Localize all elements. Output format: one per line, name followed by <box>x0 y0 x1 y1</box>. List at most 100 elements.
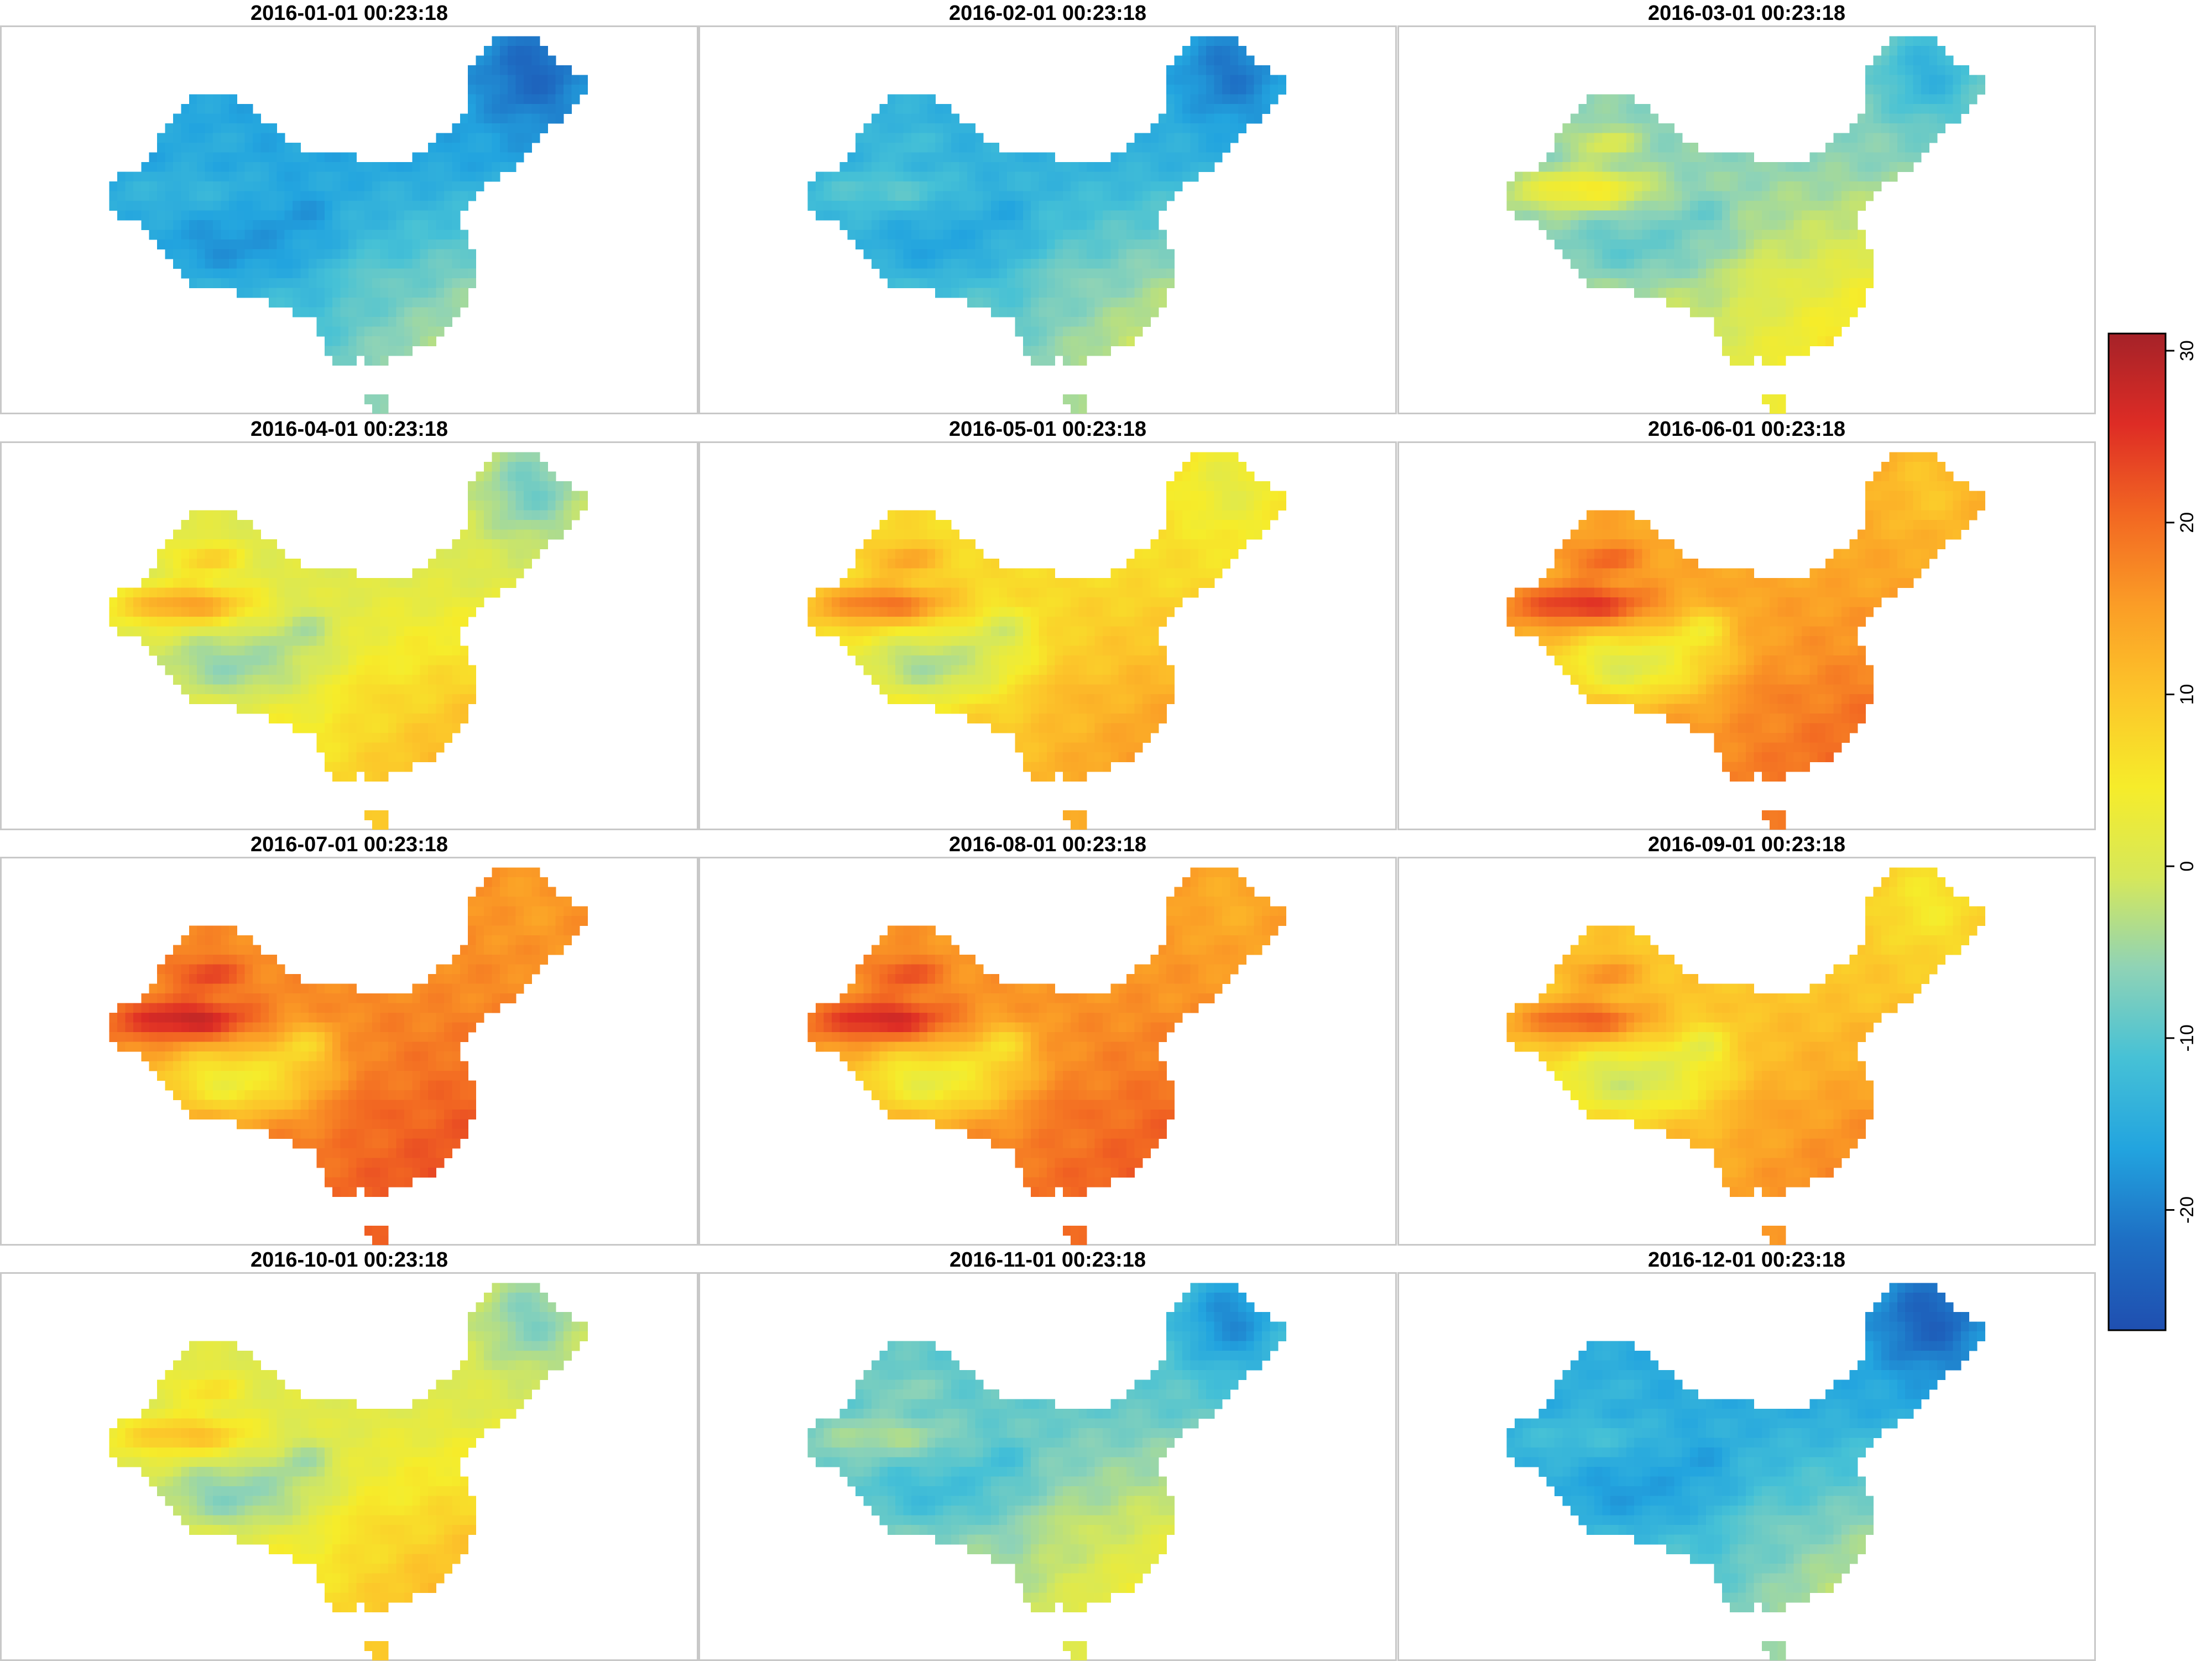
raster-cell <box>1594 104 1603 114</box>
panel-title: 2016-03-01 00:23:18 <box>1397 1 2096 25</box>
raster-cell <box>919 123 927 133</box>
raster-cell <box>1706 269 1714 279</box>
raster-cell <box>967 259 975 269</box>
raster-cell <box>1159 278 1167 288</box>
raster-cell <box>943 123 952 133</box>
raster-cell <box>1023 172 1031 182</box>
raster-cell <box>245 675 253 685</box>
raster-cell <box>1961 85 1969 95</box>
raster-cell <box>476 539 484 549</box>
raster-cell <box>927 646 936 656</box>
raster-cell <box>1159 685 1167 695</box>
raster-cell <box>975 617 983 627</box>
raster-cell <box>927 95 936 105</box>
raster-cell <box>1039 607 1047 617</box>
raster-cell <box>1865 104 1874 114</box>
raster-cell <box>452 172 460 182</box>
raster-cell <box>547 65 556 75</box>
raster-cell <box>309 288 317 298</box>
raster-cell <box>253 665 261 675</box>
raster-cell <box>1809 327 1818 337</box>
raster-cell <box>1262 520 1270 530</box>
raster-cell <box>205 201 213 211</box>
raster-cell <box>1094 308 1103 317</box>
raster-cell <box>895 569 904 579</box>
raster-cell <box>1063 772 1071 782</box>
raster-cell <box>484 539 492 549</box>
raster-cell <box>823 181 832 191</box>
raster-cell <box>468 694 476 704</box>
raster-cell <box>1278 75 1286 85</box>
raster-cell <box>125 172 133 182</box>
raster-cell <box>348 627 357 637</box>
raster-cell <box>173 530 181 540</box>
raster-cell <box>919 511 927 520</box>
raster-cell <box>269 578 277 588</box>
raster-cell <box>388 239 397 249</box>
raster-cell <box>508 549 516 559</box>
raster-cell <box>1055 675 1063 685</box>
raster-cell <box>983 714 992 723</box>
raster-cell <box>967 123 975 133</box>
raster-cell <box>1150 675 1159 685</box>
raster-cell <box>872 133 880 143</box>
raster-cell <box>301 607 309 617</box>
raster-cell <box>1594 269 1603 279</box>
raster-cell <box>260 172 269 182</box>
raster-cell <box>285 588 293 598</box>
raster-cell <box>508 133 516 143</box>
raster-cell <box>372 752 380 762</box>
raster-cell <box>1889 114 1897 124</box>
raster-cell <box>1603 520 1611 530</box>
raster-cell <box>1055 278 1063 288</box>
raster-cell <box>492 172 500 182</box>
raster-cell <box>1610 123 1619 133</box>
raster-cell <box>484 153 492 163</box>
raster-cell <box>325 694 333 704</box>
raster-cell <box>1222 65 1230 75</box>
raster-cell <box>855 172 864 182</box>
raster-cell <box>1690 249 1698 259</box>
raster-cell <box>197 95 205 105</box>
raster-cell <box>269 588 277 598</box>
raster-cell <box>1023 733 1031 743</box>
raster-cell <box>388 617 397 627</box>
raster-cell <box>388 733 397 743</box>
raster-cell <box>420 336 429 346</box>
raster-cell <box>325 714 333 723</box>
raster-cell <box>919 646 927 656</box>
raster-cell <box>1874 114 1882 124</box>
raster-cell <box>197 636 205 646</box>
raster-cell <box>540 104 548 114</box>
raster-cell <box>420 181 429 191</box>
raster-cell <box>1905 123 1913 133</box>
raster-cell <box>1222 104 1230 114</box>
raster-cell <box>1190 153 1198 163</box>
raster-cell <box>888 259 896 269</box>
raster-cell <box>197 578 205 588</box>
raster-cell <box>468 123 476 133</box>
raster-cell <box>1031 278 1039 288</box>
raster-cell <box>165 617 174 627</box>
raster-cell <box>412 201 420 211</box>
raster-cell <box>1198 462 1207 472</box>
raster-cell <box>1603 559 1611 569</box>
raster-cell <box>396 201 404 211</box>
raster-cell <box>1094 288 1103 298</box>
raster-cell <box>396 733 404 743</box>
raster-cell <box>1578 172 1587 182</box>
raster-cell <box>864 646 872 656</box>
raster-cell <box>999 278 1008 288</box>
raster-cell <box>1825 211 1834 221</box>
raster-cell <box>1674 298 1682 308</box>
raster-cell <box>1865 549 1874 559</box>
raster-cell <box>420 230 429 240</box>
raster-cell <box>1159 230 1167 240</box>
raster-cell <box>943 597 952 607</box>
raster-cell <box>436 172 445 182</box>
raster-cell <box>1650 230 1658 240</box>
raster-cell <box>356 172 364 182</box>
raster-cell <box>1094 607 1103 617</box>
raster-cell <box>189 511 197 520</box>
raster-cell <box>967 578 975 588</box>
